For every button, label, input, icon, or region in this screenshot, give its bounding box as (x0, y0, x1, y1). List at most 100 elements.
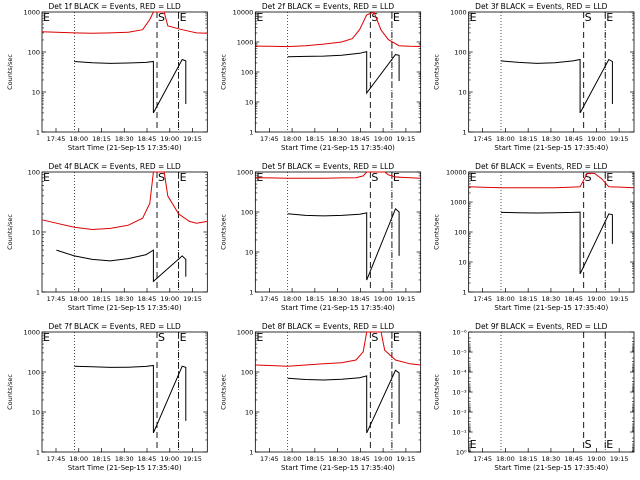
marker-label-e: E (180, 11, 187, 24)
x-tick-label: 18:00 (496, 295, 515, 303)
y-axis-label: Counts/sec (219, 374, 227, 410)
marker-label-e: E (606, 438, 613, 451)
x-tick-label: 18:15 (519, 135, 538, 143)
x-tick-label: 18:30 (115, 135, 134, 143)
series-line-events (287, 50, 400, 95)
x-tick-label: 18:45 (564, 295, 583, 303)
x-tick-label: 18:45 (138, 295, 157, 303)
x-tick-label: 18:00 (69, 455, 88, 463)
x-tick-label: 19:00 (587, 135, 606, 143)
y-axis-label: Counts/sec (6, 214, 14, 250)
x-tick-label: 18:30 (542, 135, 561, 143)
x-tick-label: 19:15 (183, 295, 202, 303)
chart-title: Det 4f BLACK = Events, RED = LLD (49, 162, 182, 171)
y-axis-label: Counts/sec (219, 54, 227, 90)
series-line-lld (41, 11, 208, 34)
series-line-lld (41, 171, 208, 231)
x-tick-label: 18:15 (305, 135, 324, 143)
series-line-lld (255, 331, 421, 367)
y-tick-label: 1 (249, 449, 253, 457)
y-tick-label: 10000 (446, 169, 467, 177)
x-tick-label: 17:45 (260, 135, 279, 143)
x-tick-label: 18:00 (283, 455, 302, 463)
y-tick-label: 100 (454, 229, 466, 237)
x-tick-label: 18:45 (138, 135, 157, 143)
y-tick-label: 10 (32, 229, 40, 237)
x-tick-label: 17:45 (260, 295, 279, 303)
x-tick-label: 18:15 (305, 455, 324, 463)
x-tick-label: 19:15 (183, 135, 202, 143)
y-tick-label: 1 (249, 129, 253, 137)
y-tick-label: 10⁻³ (452, 389, 467, 397)
marker-label-s: S (371, 331, 378, 344)
y-tick-label: 10 (458, 89, 466, 97)
marker-label-e: E (180, 331, 187, 344)
plot-frame (254, 11, 422, 133)
x-tick-label: 18:45 (351, 455, 370, 463)
plot-frame (254, 331, 422, 453)
y-tick-label: 10⁻⁴ (452, 369, 467, 377)
x-tick-label: 17:45 (47, 135, 66, 143)
y-tick-label: 10 (32, 409, 40, 417)
y-tick-label: 100 (28, 169, 40, 177)
x-tick-label: 19:15 (610, 455, 629, 463)
x-tick-label: 18:30 (115, 295, 134, 303)
plot-frame (41, 11, 208, 133)
x-tick-label: 17:45 (473, 455, 492, 463)
x-tick-label: 18:00 (69, 135, 88, 143)
x-tick-label: 17:45 (47, 455, 66, 463)
plot-frame (468, 171, 635, 293)
series-line-lld (255, 171, 421, 179)
y-axis-label: Counts/sec (6, 54, 14, 90)
marker-label-e: E (43, 171, 50, 184)
x-tick-label: 19:00 (587, 455, 606, 463)
y-tick-label: 10⁰ (456, 449, 467, 457)
y-axis-label: Counts/sec (433, 374, 441, 410)
marker-label-s: S (585, 11, 592, 24)
x-tick-label: 18:30 (542, 455, 561, 463)
plot-frame (254, 171, 422, 293)
y-tick-label: 1000 (237, 329, 254, 337)
x-tick-label: 19:15 (397, 455, 416, 463)
marker-label-s: S (585, 171, 592, 184)
series-line-lld (255, 11, 421, 48)
x-tick-label: 18:45 (564, 455, 583, 463)
series-line-events (287, 207, 400, 281)
series-line-events (56, 249, 187, 283)
y-tick-label: 1 (36, 449, 40, 457)
marker-label-e: E (180, 171, 187, 184)
x-tick-label: 18:15 (519, 295, 538, 303)
series-line-lld (468, 172, 635, 189)
x-tick-label: 18:30 (328, 455, 347, 463)
chart-title: Det 5f BLACK = Events, RED = LLD (262, 162, 395, 171)
chart-title: Det 7f BLACK = Events, RED = LLD (49, 322, 182, 331)
x-tick-label: 19:15 (610, 295, 629, 303)
x-axis-label: Start Time (21-Sep-15 17:35:40) (494, 144, 608, 152)
y-tick-label: 10⁻⁵ (452, 349, 467, 357)
x-tick-label: 19:00 (160, 295, 179, 303)
y-tick-label: 1 (249, 289, 253, 297)
marker-label-s: S (158, 11, 165, 24)
x-tick-label: 19:15 (610, 135, 629, 143)
chart-title: Det 8f BLACK = Events, RED = LLD (262, 322, 395, 331)
y-axis-label: Counts/sec (433, 54, 441, 90)
y-tick-label: 1000 (237, 39, 254, 47)
plot-frame (468, 331, 635, 453)
x-tick-label: 18:15 (519, 455, 538, 463)
marker-label-e: E (256, 11, 263, 24)
plot-frame (41, 331, 208, 453)
marker-label-e: E (470, 171, 477, 184)
marker-label-e: E (470, 438, 477, 451)
y-tick-label: 10 (458, 259, 466, 267)
marker-label-s: S (158, 331, 165, 344)
series-line-events (500, 58, 613, 114)
marker-label-e: E (256, 331, 263, 344)
marker-label-s: S (585, 438, 592, 451)
x-tick-label: 18:15 (305, 295, 324, 303)
marker-label-e: E (470, 11, 477, 24)
